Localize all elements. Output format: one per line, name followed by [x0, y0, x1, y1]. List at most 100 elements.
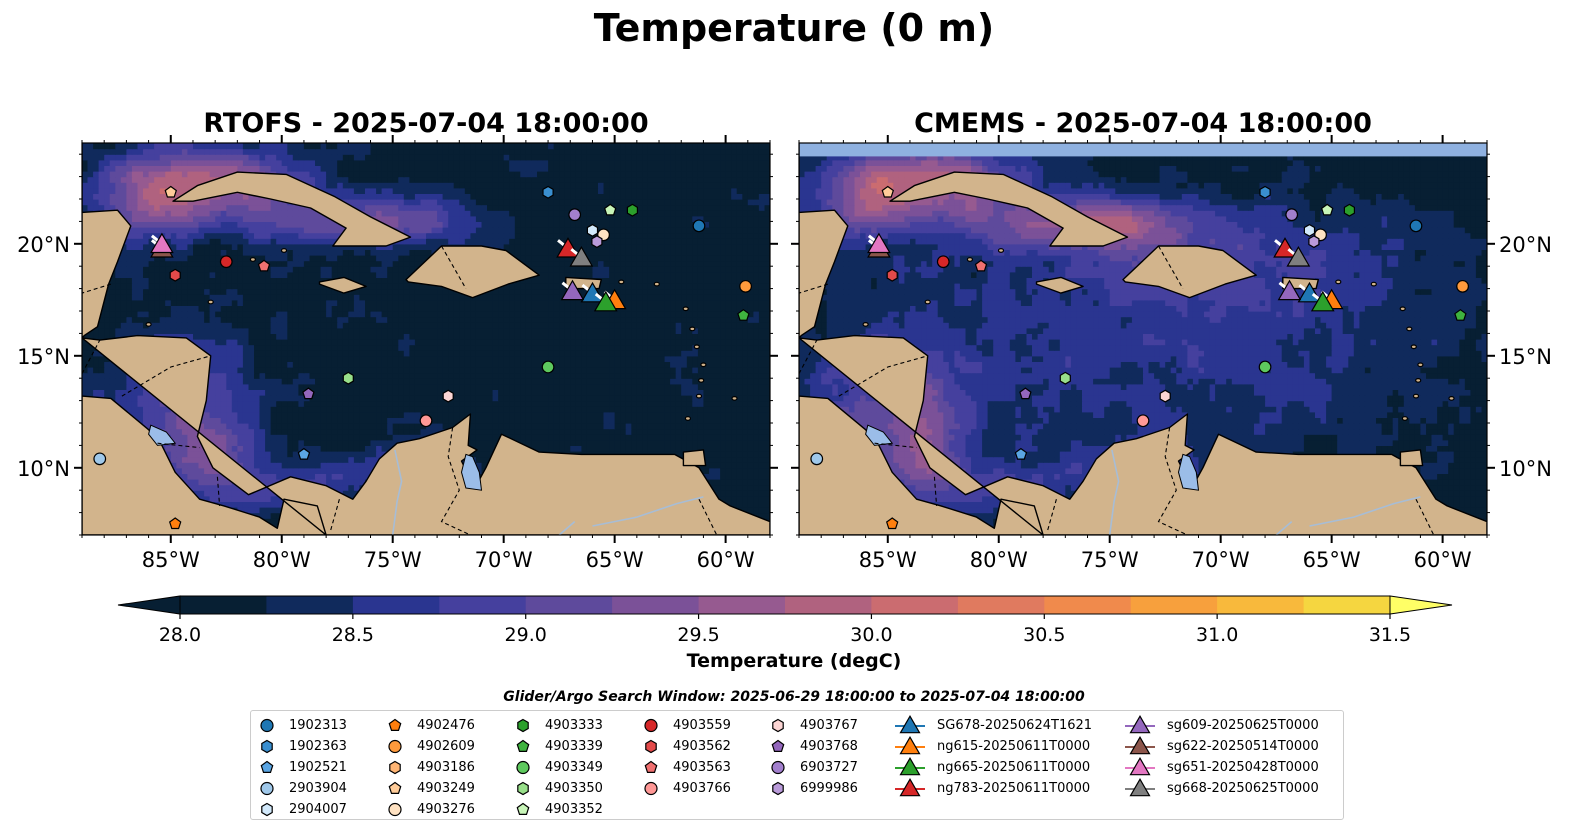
map-plot-area	[799, 143, 1487, 535]
legend-item: 4903349	[511, 757, 603, 778]
argo-float-1902363	[542, 185, 554, 199]
legend-column: 4903333 4903339 4903349 4903350 4903352	[511, 715, 603, 820]
legend-marker-icon	[261, 802, 273, 817]
river	[1108, 449, 1120, 535]
legend-item: ng783-20250611T0000	[893, 778, 1092, 799]
argo-float-4903767	[1159, 389, 1171, 403]
legend-title: Glider/Argo Search Window: 2025-06-29 18…	[503, 689, 1085, 705]
argo-float-1902363	[1259, 185, 1271, 199]
argo-float-4903766	[419, 414, 433, 428]
argo-float-1902521	[297, 447, 311, 460]
river	[391, 449, 403, 535]
legend-label: 1902521	[289, 760, 347, 775]
argo-float-4903562	[169, 268, 181, 282]
colorbar-segment	[439, 596, 527, 614]
argo-float-1902313	[1409, 219, 1423, 233]
lat-tick-label: 15°N	[1499, 345, 1552, 369]
legend-item: sg651-20250428T0000	[1123, 757, 1319, 778]
legend-item: 4903767	[766, 715, 858, 736]
colorbar-segment	[266, 596, 354, 614]
argo-float-4903563	[257, 259, 271, 272]
legend-marker-icon	[895, 715, 925, 734]
legend-label: sg622-20250514T0000	[1167, 739, 1319, 754]
legend-label: 4903186	[417, 760, 475, 775]
lon-tick-label: 60°W	[1414, 548, 1472, 572]
legend-label: 4902609	[417, 739, 475, 754]
legend-marker-icon	[895, 757, 925, 776]
country-border	[121, 355, 211, 397]
legend-column: sg609-20250625T0000 sg622-20250514T0000 sg…	[1123, 715, 1319, 799]
legend-label: 4903559	[673, 718, 731, 733]
lat-tick-label: 20°N	[1499, 233, 1552, 257]
legend-marker-icon	[771, 739, 785, 752]
legend-label: 4903249	[417, 781, 475, 796]
lat-tick-label: 20°N	[17, 233, 70, 257]
lon-tick-label: 85°W	[859, 548, 917, 572]
panel-title-rtofs: RTOFS - 2025-07-04 18:00:00	[203, 108, 649, 139]
legend-marker-icon	[388, 781, 402, 794]
country-border	[933, 476, 938, 506]
legend-marker-icon	[516, 760, 530, 775]
legend-item: 6903727	[766, 757, 858, 778]
lat-tick-label: 15°N	[17, 345, 70, 369]
colorbar-segment	[180, 596, 267, 614]
colorbar-segment	[698, 596, 786, 614]
legend-item: 4903559	[639, 715, 731, 736]
colorbar-segment	[1044, 596, 1132, 614]
glider-sg668-20250625T0000	[1286, 245, 1311, 267]
argo-float-4903339	[1454, 308, 1467, 321]
legend-marker-icon	[516, 802, 530, 815]
lon-tick-label: 60°W	[697, 548, 755, 572]
colorbar-segment	[1217, 596, 1304, 614]
glider-sg609-20250625T0000	[560, 279, 585, 301]
legend-column: 4902476 4902609 4903186 4903249 4903276	[383, 715, 475, 820]
lon-tick-label: 75°W	[1081, 548, 1139, 572]
legend-label: 4903562	[673, 739, 731, 754]
legend-label: 2904007	[289, 802, 347, 817]
legend-label: 4903349	[545, 760, 603, 775]
legend-label: ng665-20250611T0000	[937, 760, 1091, 775]
lake	[460, 453, 483, 491]
legend-label: 4903350	[545, 781, 603, 796]
legend-item: sg609-20250625T0000	[1123, 715, 1319, 736]
legend-marker-icon	[388, 718, 402, 731]
argo-float-4903350	[1059, 371, 1071, 385]
colorbar-segment	[785, 596, 872, 614]
country-border	[1158, 245, 1184, 289]
legend-marker-icon	[388, 802, 402, 817]
argo-float-6999986	[1308, 235, 1320, 249]
lon-tick-label: 75°W	[364, 548, 422, 572]
legend-marker-icon	[644, 718, 658, 733]
legend-label: 4903352	[545, 802, 603, 817]
argo-float-4903333	[1343, 203, 1356, 217]
legend-item: 4902476	[383, 715, 475, 736]
legend-item: 4903766	[639, 778, 731, 799]
land	[82, 143, 770, 535]
colorbar-label: Temperature (degC)	[686, 650, 902, 672]
lake	[1177, 453, 1200, 491]
argo-float-4903768	[302, 387, 315, 400]
colorbar-segment	[525, 596, 613, 614]
legend-label: SG678-20250624T1621	[937, 718, 1093, 733]
country-border	[838, 355, 928, 397]
legend-item: 4902609	[383, 736, 475, 757]
argo-float-4903249	[881, 185, 895, 198]
legend-item: 6999986	[766, 778, 858, 799]
land	[799, 143, 1487, 535]
argo-float-4903249	[164, 185, 178, 198]
legend: 1902313 1902363 1902521 2903904 2904007 49024…	[250, 710, 1344, 820]
legend-item: 4903339	[511, 736, 603, 757]
legend-label: 2903904	[289, 781, 347, 796]
argo-float-4902476	[885, 517, 899, 530]
argo-float-4902609	[1456, 279, 1469, 293]
country-border	[216, 476, 221, 506]
argo-float-1902313	[692, 219, 706, 233]
legend-marker-icon	[772, 718, 784, 733]
country-border	[440, 427, 471, 535]
country-border	[799, 283, 829, 294]
colorbar-tick-label: 28.0	[159, 624, 201, 646]
argo-float-4903339	[737, 308, 750, 321]
country-border	[1157, 427, 1188, 535]
legend-item: SG678-20250624T1621	[893, 715, 1092, 736]
